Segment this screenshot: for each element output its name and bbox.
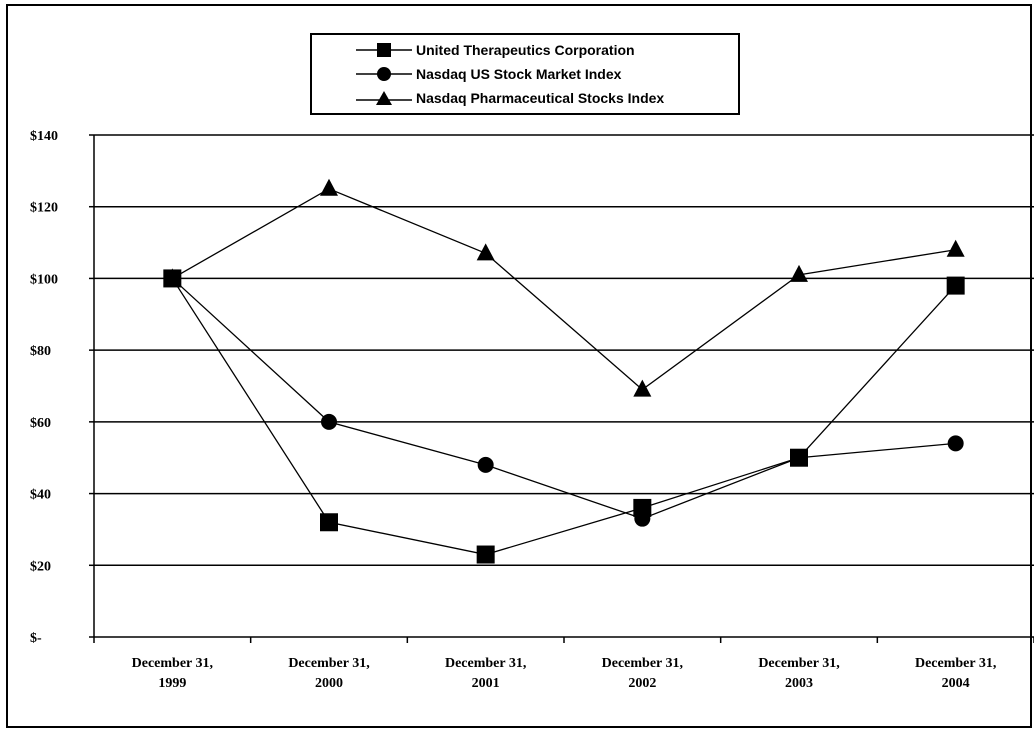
x-tick-label: December 31, 2000	[288, 656, 369, 691]
data-point-triangle	[633, 379, 652, 397]
chart-frame: $- $20 $40 $60 $80 $100 $120 $140 December 31, 19…	[6, 4, 1034, 728]
y-tick-label: $140	[30, 129, 58, 144]
data-point-triangle	[163, 268, 182, 286]
data-point-circle	[947, 435, 964, 452]
y-tick-label: $120	[30, 201, 58, 216]
legend-item-nasdaq-pharma: Nasdaq Pharmaceutical Stocks Index	[312, 87, 738, 109]
legend: United Therapeutics Corporation Nasdaq U…	[310, 33, 740, 115]
data-point-circle	[791, 449, 807, 466]
data-point-square	[476, 545, 495, 564]
y-tick-label: $40	[30, 488, 51, 503]
x-tick-label: December 31, 2004	[915, 656, 996, 691]
line-chart: $- $20 $40 $60 $80 $100 $120 $140 December 31, 19…	[30, 129, 1034, 691]
series-line-1	[171, 278, 957, 556]
data-point-circle	[634, 510, 651, 527]
legend-item-nasdaq-us: Nasdaq US Stock Market Index	[312, 63, 738, 85]
series-line-2	[171, 277, 956, 520]
data-point-triangle	[320, 178, 338, 196]
legend-label: United Therapeutics Corporation	[416, 42, 635, 58]
data-point-circle	[321, 413, 337, 430]
data-point-triangle	[946, 239, 965, 257]
y-tick-label: $80	[30, 344, 51, 359]
legend-label: Nasdaq US Stock Market Index	[416, 66, 622, 82]
data-point-square	[946, 276, 965, 295]
triangle-marker-icon	[356, 91, 412, 105]
data-point-square	[320, 513, 338, 532]
legend-item-united-therapeutics: United Therapeutics Corporation	[312, 39, 738, 61]
data-point-triangle	[476, 243, 495, 261]
x-tick-label: December 31, 2001	[445, 656, 526, 691]
x-tick-label: December 31, 2003	[758, 656, 839, 691]
square-marker-icon	[356, 43, 412, 57]
data-point-triangle	[790, 264, 808, 282]
y-tick-label: $60	[30, 416, 51, 431]
data-point-circle	[477, 456, 494, 473]
circle-marker-icon	[356, 67, 412, 81]
y-tick-label: $100	[30, 272, 58, 287]
series-line-3	[172, 188, 956, 391]
y-tick-label: $-	[30, 631, 42, 646]
x-tick-label: December 31, 1999	[132, 656, 213, 691]
y-tick-label: $20	[30, 559, 51, 574]
legend-label: Nasdaq Pharmaceutical Stocks Index	[416, 90, 665, 106]
x-tick-label: December 31, 2002	[602, 656, 683, 691]
